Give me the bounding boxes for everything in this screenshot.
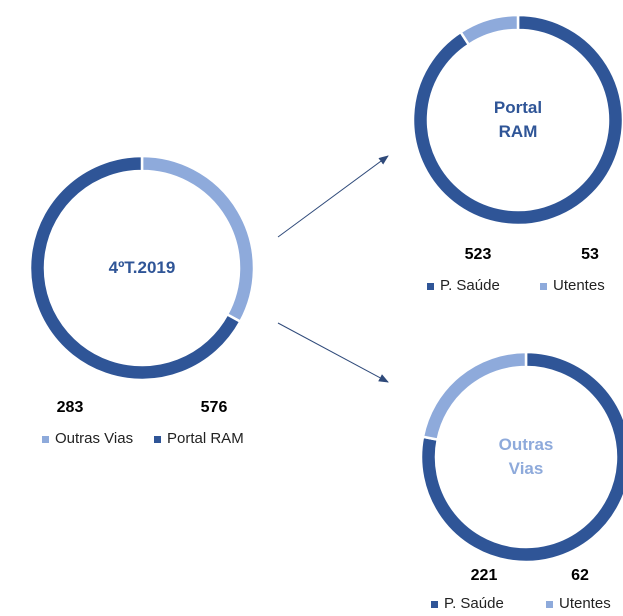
value-label: 283 — [56, 399, 84, 416]
center-title: Outras Vias — [498, 435, 554, 478]
donut-segment — [458, 13, 520, 47]
legend-label: P. Saúde — [440, 277, 500, 294]
donut-segment — [411, 13, 623, 227]
donut-segment — [419, 350, 623, 564]
value-label: 576 — [200, 399, 228, 416]
legend-swatch — [42, 436, 49, 443]
donut-segment — [421, 350, 528, 442]
legend-label: Utentes — [559, 595, 611, 612]
legend-label: Utentes — [553, 277, 605, 294]
donut-segment — [140, 154, 256, 324]
legend-swatch — [540, 283, 547, 290]
legend-swatch — [427, 283, 434, 290]
center-title: 4ºT.2019 — [108, 258, 176, 277]
value-label: 221 — [470, 567, 498, 584]
legend-swatch — [546, 601, 553, 608]
legend-swatch — [431, 601, 438, 608]
arrow — [277, 155, 389, 238]
arrow — [277, 322, 389, 383]
legend-label: P. Saúde — [444, 595, 504, 612]
legend-label: Portal RAM — [167, 430, 244, 447]
value-label: 523 — [464, 246, 492, 263]
value-label: 53 — [581, 246, 599, 263]
donut-segment — [28, 154, 243, 382]
legend-swatch — [154, 436, 161, 443]
legend-label: Outras Vias — [55, 430, 134, 447]
center-title: Portal RAM — [493, 98, 543, 141]
value-label: 62 — [571, 567, 589, 584]
